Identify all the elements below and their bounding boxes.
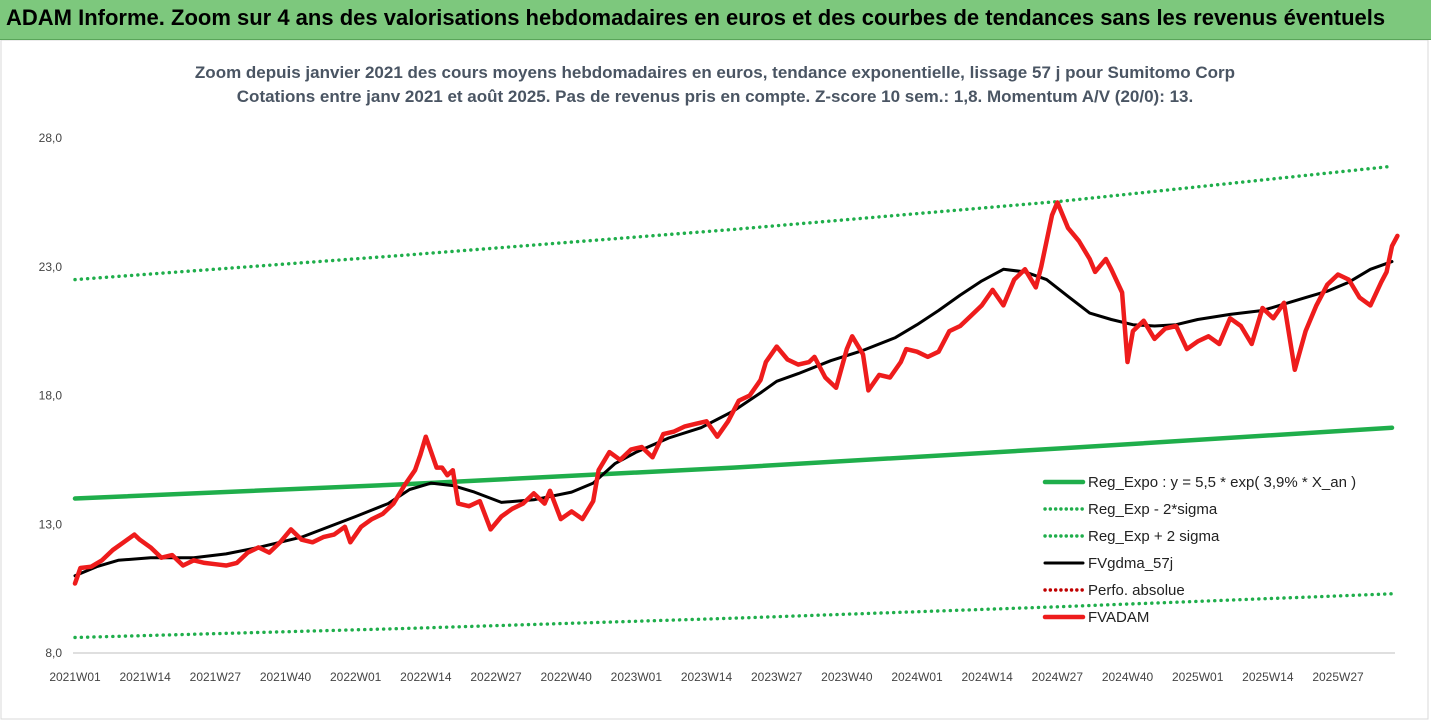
legend-label: FVADAM (1088, 609, 1149, 626)
y-tick-label: 28,0 (39, 131, 63, 145)
x-tick-label: 2025W14 (1242, 670, 1294, 684)
x-tick-label: 2021W40 (260, 670, 312, 684)
legend-label: Perfo. absolue (1088, 582, 1185, 599)
x-tick-label: 2021W27 (190, 670, 242, 684)
x-axis: 2021W01 2021W14 2021W27 2021W40 2022W01 2022W… (49, 670, 1364, 684)
x-tick-label: 2025W27 (1312, 670, 1364, 684)
report-header-title: ADAM Informe. Zoom sur 4 ans des valoris… (6, 5, 1386, 30)
chart-title: Zoom depuis janvier 2021 des cours moyen… (195, 63, 1235, 82)
series-line-0 (72, 425, 1395, 501)
x-tick-label: 2025W01 (1172, 670, 1224, 684)
x-tick-label: 2022W01 (330, 670, 382, 684)
x-tick-label: 2023W01 (611, 670, 663, 684)
legend-label: Reg_Expo : y = 5,5 * exp( 3,9% * X_an ) (1088, 474, 1356, 491)
chart-frame: Zoom depuis janvier 2021 des cours moyen… (0, 40, 1431, 721)
x-tick-label: 2023W27 (751, 670, 803, 684)
x-tick-label: 2022W27 (470, 670, 522, 684)
chart-border (0, 40, 1429, 720)
x-tick-label: 2023W14 (681, 670, 733, 684)
y-tick-label: 18,0 (39, 389, 63, 403)
x-tick-label: 2021W01 (49, 670, 101, 684)
x-tick-label: 2022W40 (540, 670, 592, 684)
x-tick-label: 2024W14 (961, 670, 1013, 684)
y-tick-label: 8,0 (45, 646, 62, 660)
legend-label: Reg_Exp + 2 sigma (1088, 528, 1220, 545)
legend-label: FVgdma_57j (1088, 555, 1173, 572)
y-tick-label: 13,0 (39, 517, 63, 531)
chart-subtitle: Cotations entre janv 2021 et août 2025. … (237, 87, 1193, 106)
x-tick-label: 2024W40 (1102, 670, 1154, 684)
x-tick-label: 2021W14 (119, 670, 171, 684)
x-tick-label: 2023W40 (821, 670, 873, 684)
legend: Reg_Expo : y = 5,5 * exp( 3,9% * X_an ) R… (1042, 474, 1356, 626)
x-tick-label: 2022W14 (400, 670, 452, 684)
series-line-5 (72, 200, 1400, 586)
series-line-3 (73, 260, 1394, 578)
series-layer (72, 164, 1400, 640)
series-line-2 (73, 164, 1394, 282)
y-tick-label: 23,0 (39, 260, 63, 274)
x-tick-label: 2024W27 (1032, 670, 1084, 684)
report-header: ADAM Informe. Zoom sur 4 ans des valoris… (0, 0, 1431, 40)
series-line-1 (73, 592, 1394, 640)
y-axis: 8,0 13,0 18,0 23,0 28,0 (39, 131, 63, 660)
legend-label: Reg_Exp - 2*sigma (1088, 501, 1218, 518)
chart-svg: Zoom depuis janvier 2021 des cours moyen… (0, 40, 1429, 720)
x-tick-label: 2024W01 (891, 670, 943, 684)
